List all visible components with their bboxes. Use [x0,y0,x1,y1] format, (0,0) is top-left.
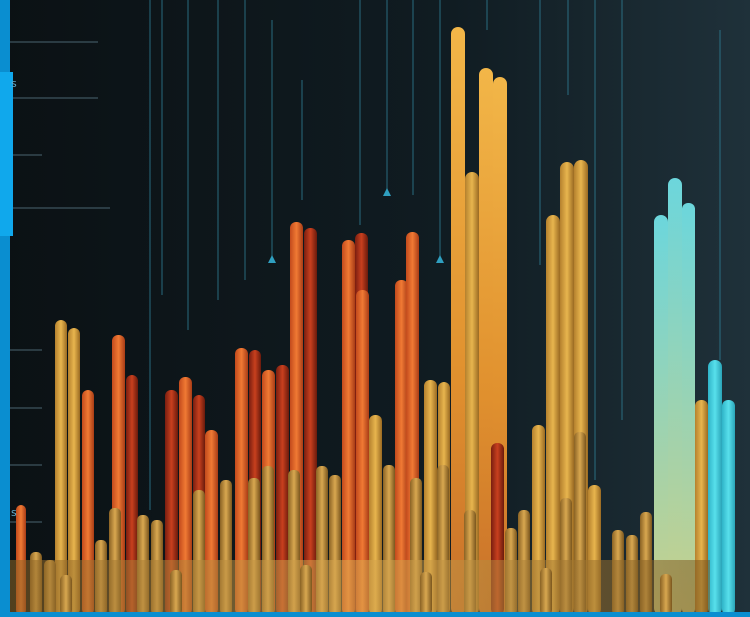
bar [682,203,695,615]
bar [179,377,192,615]
bar [126,375,138,615]
bar [654,215,668,615]
bar [479,68,493,615]
bar [235,348,248,615]
bar [276,365,289,615]
bar-field [0,560,710,617]
bar [395,280,408,615]
left-strip [0,0,10,617]
bar [170,570,182,615]
bar [60,575,72,615]
bar [546,215,560,615]
arrow-tip [268,255,276,263]
bar [540,568,552,615]
arrow-tip [436,255,444,263]
bottom-strip [0,612,750,617]
label: s [11,506,17,519]
bar [420,572,432,615]
bar [451,27,465,615]
bar [708,360,722,615]
left-highlight [0,72,13,236]
bar [424,380,437,615]
vertical-lines [149,0,721,510]
bar [304,228,317,615]
short-bars [0,432,710,617]
bar [300,565,312,615]
label: s [11,77,17,90]
bar [165,390,178,615]
bar [660,574,672,615]
bar [356,290,369,615]
bar [68,328,80,615]
arrow-tip [383,188,391,196]
bar [342,240,355,615]
horizontal-lines [10,41,110,523]
bar [55,320,67,615]
bar [722,400,735,615]
bar [668,178,682,615]
bar [465,172,479,615]
bar [82,390,94,615]
